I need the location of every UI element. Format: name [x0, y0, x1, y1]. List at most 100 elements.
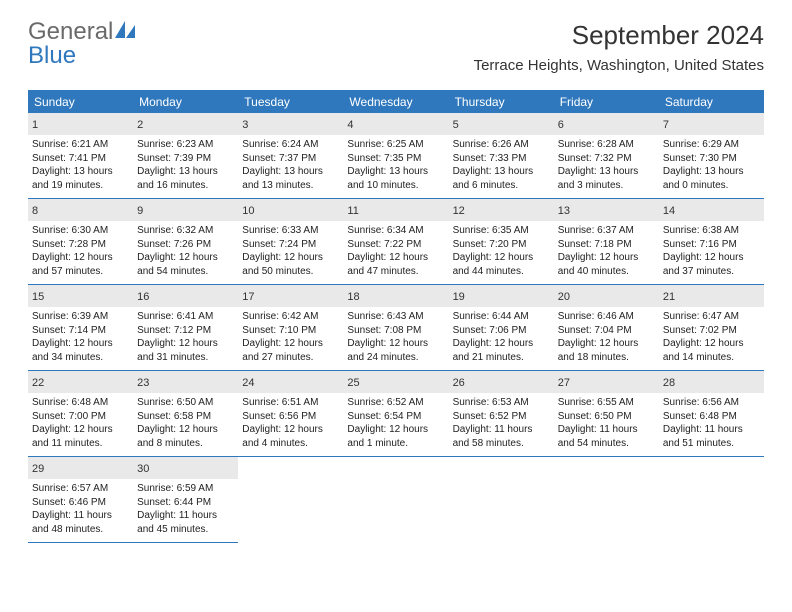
day-details: Sunrise: 6:48 AMSunset: 7:00 PMDaylight:…	[32, 396, 129, 450]
calendar-cell: 8Sunrise: 6:30 AMSunset: 7:28 PMDaylight…	[28, 199, 133, 285]
day-details: Sunrise: 6:24 AMSunset: 7:37 PMDaylight:…	[242, 138, 339, 192]
day-number: 28	[663, 377, 675, 389]
calendar-cell: 20 Sunrise: 6:46 AMSunset: 7:04 PMDayligh…	[554, 285, 659, 371]
day-number: 29	[32, 463, 44, 475]
day-number: 9	[137, 205, 143, 217]
calendar-cell-empty	[659, 457, 764, 543]
calendar-cell: 26 Sunrise: 6:53 AMSunset: 6:52 PMDayligh…	[449, 371, 554, 457]
calendar-cell: 14Sunrise: 6:38 AMSunset: 7:16 PMDayligh…	[659, 199, 764, 285]
daynum-row: 22	[28, 371, 133, 393]
daynum-row: 3	[238, 113, 343, 135]
brand-logo: GeneralBlue	[28, 20, 137, 68]
day-details: Sunrise: 6:43 AMSunset: 7:08 PMDaylight:…	[347, 310, 444, 364]
daynum-row: 10	[238, 199, 343, 221]
day-number: 13	[558, 205, 570, 217]
day-number: 23	[137, 377, 149, 389]
calendar-cell: 28 Sunrise: 6:56 AMSunset: 6:48 PMDayligh…	[659, 371, 764, 457]
calendar-cell: 4 Sunrise: 6:25 AMSunset: 7:35 PMDaylight…	[343, 113, 448, 199]
day-details: Sunrise: 6:44 AMSunset: 7:06 PMDaylight:…	[453, 310, 550, 364]
day-number: 10	[242, 205, 254, 217]
day-number: 4	[347, 119, 353, 131]
day-number: 8	[32, 205, 38, 217]
day-details: Sunrise: 6:38 AMSunset: 7:16 PMDaylight:…	[663, 224, 760, 278]
calendar-cell: 16 Sunrise: 6:41 AMSunset: 7:12 PMDayligh…	[133, 285, 238, 371]
day-details: Sunrise: 6:51 AMSunset: 6:56 PMDaylight:…	[242, 396, 339, 450]
day-number: 22	[32, 377, 44, 389]
calendar-cell: 13Sunrise: 6:37 AMSunset: 7:18 PMDayligh…	[554, 199, 659, 285]
day-details: Sunrise: 6:46 AMSunset: 7:04 PMDaylight:…	[558, 310, 655, 364]
day-details: Sunrise: 6:28 AMSunset: 7:32 PMDaylight:…	[558, 138, 655, 192]
calendar-cell: 6 Sunrise: 6:28 AMSunset: 7:32 PMDaylight…	[554, 113, 659, 199]
day-details: Sunrise: 6:57 AMSunset: 6:46 PMDaylight:…	[32, 482, 129, 536]
calendar-cell-empty	[238, 457, 343, 543]
daynum-row: 6	[554, 113, 659, 135]
calendar-cell: 18Sunrise: 6:43 AMSunset: 7:08 PMDayligh…	[343, 285, 448, 371]
day-details: Sunrise: 6:41 AMSunset: 7:12 PMDaylight:…	[137, 310, 234, 364]
day-number: 11	[347, 205, 358, 217]
calendar-cell: 27 Sunrise: 6:55 AMSunset: 6:50 PMDayligh…	[554, 371, 659, 457]
daynum-row: 21	[659, 285, 764, 307]
page-title: September 2024	[474, 20, 764, 51]
calendar-cell-empty	[343, 457, 448, 543]
day-details: Sunrise: 6:39 AMSunset: 7:14 PMDaylight:…	[32, 310, 129, 364]
daynum-row: 12	[449, 199, 554, 221]
calendar-cell: 10 Sunrise: 6:33 AMSunset: 7:24 PMDayligh…	[238, 199, 343, 285]
day-details: Sunrise: 6:53 AMSunset: 6:52 PMDaylight:…	[453, 396, 550, 450]
day-number: 20	[558, 291, 570, 303]
daynum-row: 13	[554, 199, 659, 221]
calendar-cell: 17Sunrise: 6:42 AMSunset: 7:10 PMDayligh…	[238, 285, 343, 371]
calendar-grid: 1Sunrise: 6:21 AMSunset: 7:41 PMDaylight…	[28, 113, 764, 543]
dow-header: Friday	[554, 91, 659, 113]
daynum-row: 1	[28, 113, 133, 135]
daynum-row: 26	[449, 371, 554, 393]
calendar-cell: 19Sunrise: 6:44 AMSunset: 7:06 PMDayligh…	[449, 285, 554, 371]
calendar-cell: 25Sunrise: 6:52 AMSunset: 6:54 PMDayligh…	[343, 371, 448, 457]
day-number: 30	[137, 463, 149, 475]
dow-header: Saturday	[659, 91, 764, 113]
calendar-cell: 30Sunrise: 6:59 AMSunset: 6:44 PMDayligh…	[133, 457, 238, 543]
daynum-row: 8	[28, 199, 133, 221]
dow-header: Sunday	[28, 91, 133, 113]
daynum-row: 27	[554, 371, 659, 393]
day-details: Sunrise: 6:33 AMSunset: 7:24 PMDaylight:…	[242, 224, 339, 278]
daynum-row: 9	[133, 199, 238, 221]
brand-text: GeneralBlue	[28, 20, 137, 68]
daynum-row: 15	[28, 285, 133, 307]
day-number: 2	[137, 119, 143, 131]
daynum-row: 30	[133, 457, 238, 479]
day-details: Sunrise: 6:55 AMSunset: 6:50 PMDaylight:…	[558, 396, 655, 450]
day-details: Sunrise: 6:34 AMSunset: 7:22 PMDaylight:…	[347, 224, 444, 278]
day-number: 25	[347, 377, 359, 389]
calendar-cell: 9Sunrise: 6:32 AMSunset: 7:26 PMDaylight…	[133, 199, 238, 285]
day-number: 16	[137, 291, 149, 303]
dow-header: Tuesday	[238, 91, 343, 113]
calendar-cell: 23Sunrise: 6:50 AMSunset: 6:58 PMDayligh…	[133, 371, 238, 457]
day-details: Sunrise: 6:25 AMSunset: 7:35 PMDaylight:…	[347, 138, 444, 192]
calendar-cell: 11 Sunrise: 6:34 AMSunset: 7:22 PMDayligh…	[343, 199, 448, 285]
calendar-cell: 5Sunrise: 6:26 AMSunset: 7:33 PMDaylight…	[449, 113, 554, 199]
daynum-row: 7	[659, 113, 764, 135]
daynum-row: 5	[449, 113, 554, 135]
calendar-cell: 7Sunrise: 6:29 AMSunset: 7:30 PMDaylight…	[659, 113, 764, 199]
day-number: 3	[242, 119, 248, 131]
dayofweek-header-row: SundayMondayTuesdayWednesdayThursdayFrid…	[28, 91, 764, 113]
day-number: 6	[558, 119, 564, 131]
day-number: 24	[242, 377, 254, 389]
day-number: 21	[663, 291, 675, 303]
daynum-row: 28	[659, 371, 764, 393]
day-number: 26	[453, 377, 465, 389]
calendar-cell: 21Sunrise: 6:47 AMSunset: 7:02 PMDayligh…	[659, 285, 764, 371]
daynum-row: 29	[28, 457, 133, 479]
day-number: 15	[32, 291, 44, 303]
calendar-cell: 2 Sunrise: 6:23 AMSunset: 7:39 PMDaylight…	[133, 113, 238, 199]
brand-sail-icon	[115, 20, 137, 44]
dow-header: Thursday	[449, 91, 554, 113]
day-details: Sunrise: 6:23 AMSunset: 7:39 PMDaylight:…	[137, 138, 234, 192]
day-details: Sunrise: 6:35 AMSunset: 7:20 PMDaylight:…	[453, 224, 550, 278]
daynum-row: 23	[133, 371, 238, 393]
calendar-cell: 22 Sunrise: 6:48 AMSunset: 7:00 PMDayligh…	[28, 371, 133, 457]
calendar-cell: 1Sunrise: 6:21 AMSunset: 7:41 PMDaylight…	[28, 113, 133, 199]
dow-header: Monday	[133, 91, 238, 113]
day-details: Sunrise: 6:56 AMSunset: 6:48 PMDaylight:…	[663, 396, 760, 450]
location-text: Terrace Heights, Washington, United Stat…	[474, 57, 764, 74]
